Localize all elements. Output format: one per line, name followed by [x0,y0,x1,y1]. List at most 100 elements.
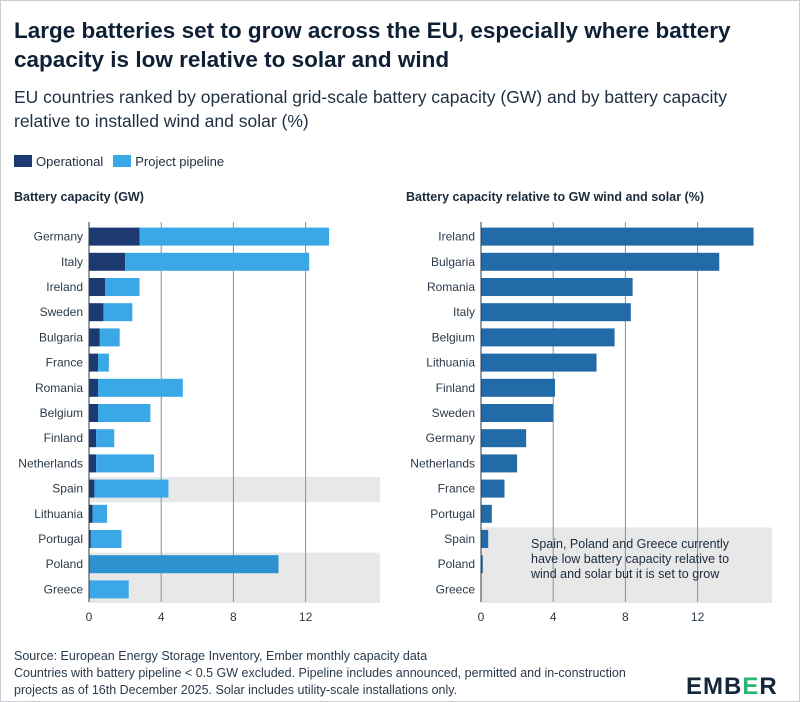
legend-label-pipeline: Project pipeline [135,153,225,169]
right-category-label-sweden: Sweden [432,406,475,420]
logo-text-b: E [742,673,760,700]
left-bar-operational-spain [89,479,95,498]
left-category-label-sweden: Sweden [40,305,83,319]
left-tick-label-0: 0 [86,610,93,624]
right-category-label-finland: Finland [436,381,475,395]
left-bar-operational-lithuania [89,504,93,523]
right-category-label-romania: Romania [427,280,475,294]
right-category-label-belgium: Belgium [432,330,475,344]
logo-text-c: R [759,673,778,700]
right-tick-label-12: 12 [691,610,705,624]
left-bar-operational-ireland [89,278,106,296]
right-panel-title: Battery capacity relative to GW wind and… [406,190,704,204]
source-note: Source: European Energy Storage Inventor… [14,648,654,699]
left-category-label-spain: Spain [52,482,83,496]
left-bar-pipeline-lithuania [92,504,108,523]
legend-swatch-operational [14,155,32,167]
left-category-label-poland: Poland [46,557,83,571]
right-bar-romania [481,278,633,296]
left-bar-pipeline-romania [98,378,183,397]
right-bar-poland [481,555,483,574]
left-category-label-finland: Finland [44,431,83,445]
right-category-label-spain: Spain [444,532,475,546]
left-bar-pipeline-belgium [98,404,151,422]
right-bar-france [481,479,505,498]
left-category-label-germany: Germany [34,230,83,244]
chart-title: Large batteries set to grow across the E… [14,18,731,72]
left-category-label-romania: Romania [35,381,83,395]
right-category-label-netherlands: Netherlands [410,456,475,470]
left-bar-operational-finland [89,429,97,448]
left-bar-pipeline-finland [96,429,115,448]
ember-logo: EMBER [686,673,778,701]
left-bar-operational-netherlands [89,454,97,473]
legend: Operational Project pipeline [14,152,234,170]
left-bar-pipeline-germany [139,227,330,246]
right-category-label-germany: Germany [426,431,475,445]
right-bar-finland [481,378,556,397]
left-bar-pipeline-ireland [105,278,140,296]
left-bar-operational-france [89,353,99,372]
right-bar-ireland [481,227,754,246]
right-tick-label-0: 0 [478,610,485,624]
right-highlight-band-0 [481,527,772,603]
right-tick-label-8: 8 [622,610,629,624]
left-tick-label-4: 4 [158,610,165,624]
right-category-label-italy: Italy [453,305,475,319]
left-bar-pipeline-france [98,353,109,372]
left-bar-pipeline-spain [94,479,169,498]
left-panel-title: Battery capacity (GW) [14,190,144,204]
right-category-label-greece: Greece [436,582,476,596]
footnote-text: Countries with battery pipeline < 0.5 GW… [14,666,626,697]
left-category-label-greece: Greece [44,582,84,596]
legend-swatch-pipeline [113,155,132,167]
highlight-annotation: Spain, Poland and Greece currently have … [531,537,730,581]
left-bar-pipeline-bulgaria [99,328,120,347]
right-bar-germany [481,429,527,448]
right-category-label-portugal: Portugal [430,507,475,521]
left-category-label-france: France [46,356,84,370]
left-bar-operational-italy [89,252,126,271]
left-tick-label-8: 8 [230,610,237,624]
right-category-label-lithuania: Lithuania [426,356,475,370]
right-bar-italy [481,303,631,322]
left-bar-operational-sweden [89,303,104,322]
right-tick-label-4: 4 [550,610,557,624]
right-category-label-france: France [438,482,476,496]
right-category-label-ireland: Ireland [438,230,475,244]
right-bar-bulgaria [481,252,720,271]
right-category-label-poland: Poland [438,557,475,571]
legend-item-operational: Operational [14,154,103,169]
left-bar-pipeline-greece [89,580,129,599]
left-category-label-italy: Italy [61,255,83,269]
left-category-label-netherlands: Netherlands [18,456,83,470]
left-bar-operational-romania [89,378,99,397]
chart-subtitle: EU countries ranked by operational grid-… [14,87,727,131]
left-tick-label-12: 12 [299,610,313,624]
legend-label-operational: Operational [36,153,104,169]
left-bar-operational-belgium [89,404,99,422]
left-category-label-belgium: Belgium [40,406,83,420]
left-bar-pipeline-netherlands [96,454,154,473]
left-category-label-lithuania: Lithuania [34,507,83,521]
left-bar-operational-germany [89,227,140,246]
right-bar-sweden [481,404,554,422]
logo-text-a: EMB [686,673,743,700]
left-bar-pipeline-portugal [90,530,122,548]
legend-item-pipeline: Project pipeline [113,154,224,169]
left-category-label-portugal: Portugal [38,532,83,546]
right-bar-belgium [481,328,615,347]
left-bar-operational-bulgaria [89,328,100,347]
left-bar-pipeline-italy [125,252,310,271]
left-category-label-bulgaria: Bulgaria [39,330,83,344]
left-bar-pipeline-sweden [103,303,133,322]
left-bar-operational-portugal [89,530,91,548]
source-text: Source: European Energy Storage Inventor… [14,649,428,663]
right-bar-spain [481,530,489,548]
right-bar-lithuania [481,353,597,372]
right-category-label-bulgaria: Bulgaria [431,255,475,269]
left-bar-pipeline-poland [89,555,279,574]
right-bar-netherlands [481,454,518,473]
right-bar-portugal [481,504,492,523]
